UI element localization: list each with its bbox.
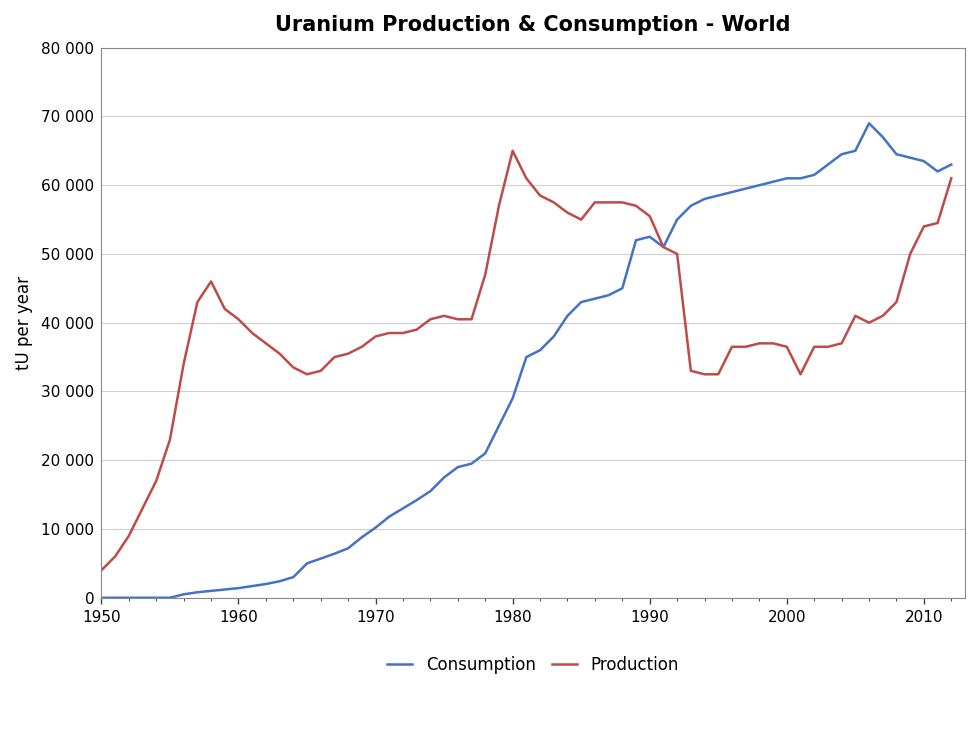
- Consumption: [95, 593, 107, 602]
- Production: [946, 174, 957, 183]
- Consumption: [946, 160, 957, 169]
- Production: [493, 201, 505, 210]
- Consumption: [932, 167, 944, 176]
- Production: [932, 219, 944, 228]
- Production: [534, 191, 546, 200]
- Consumption: [520, 353, 532, 362]
- Production: [328, 353, 340, 362]
- Legend: Consumption, Production: Consumption, Production: [387, 655, 679, 674]
- Consumption: [493, 421, 505, 430]
- Production: [95, 566, 107, 575]
- Consumption: [685, 201, 697, 210]
- Production: [356, 342, 368, 351]
- Y-axis label: tU per year: tU per year: [15, 276, 33, 370]
- Line: Production: Production: [101, 150, 952, 570]
- Production: [507, 146, 518, 155]
- Line: Consumption: Consumption: [101, 123, 952, 597]
- Consumption: [356, 533, 368, 542]
- Title: Uranium Production & Consumption - World: Uranium Production & Consumption - World: [275, 15, 791, 35]
- Production: [699, 370, 710, 379]
- Consumption: [863, 119, 875, 128]
- Consumption: [328, 549, 340, 558]
